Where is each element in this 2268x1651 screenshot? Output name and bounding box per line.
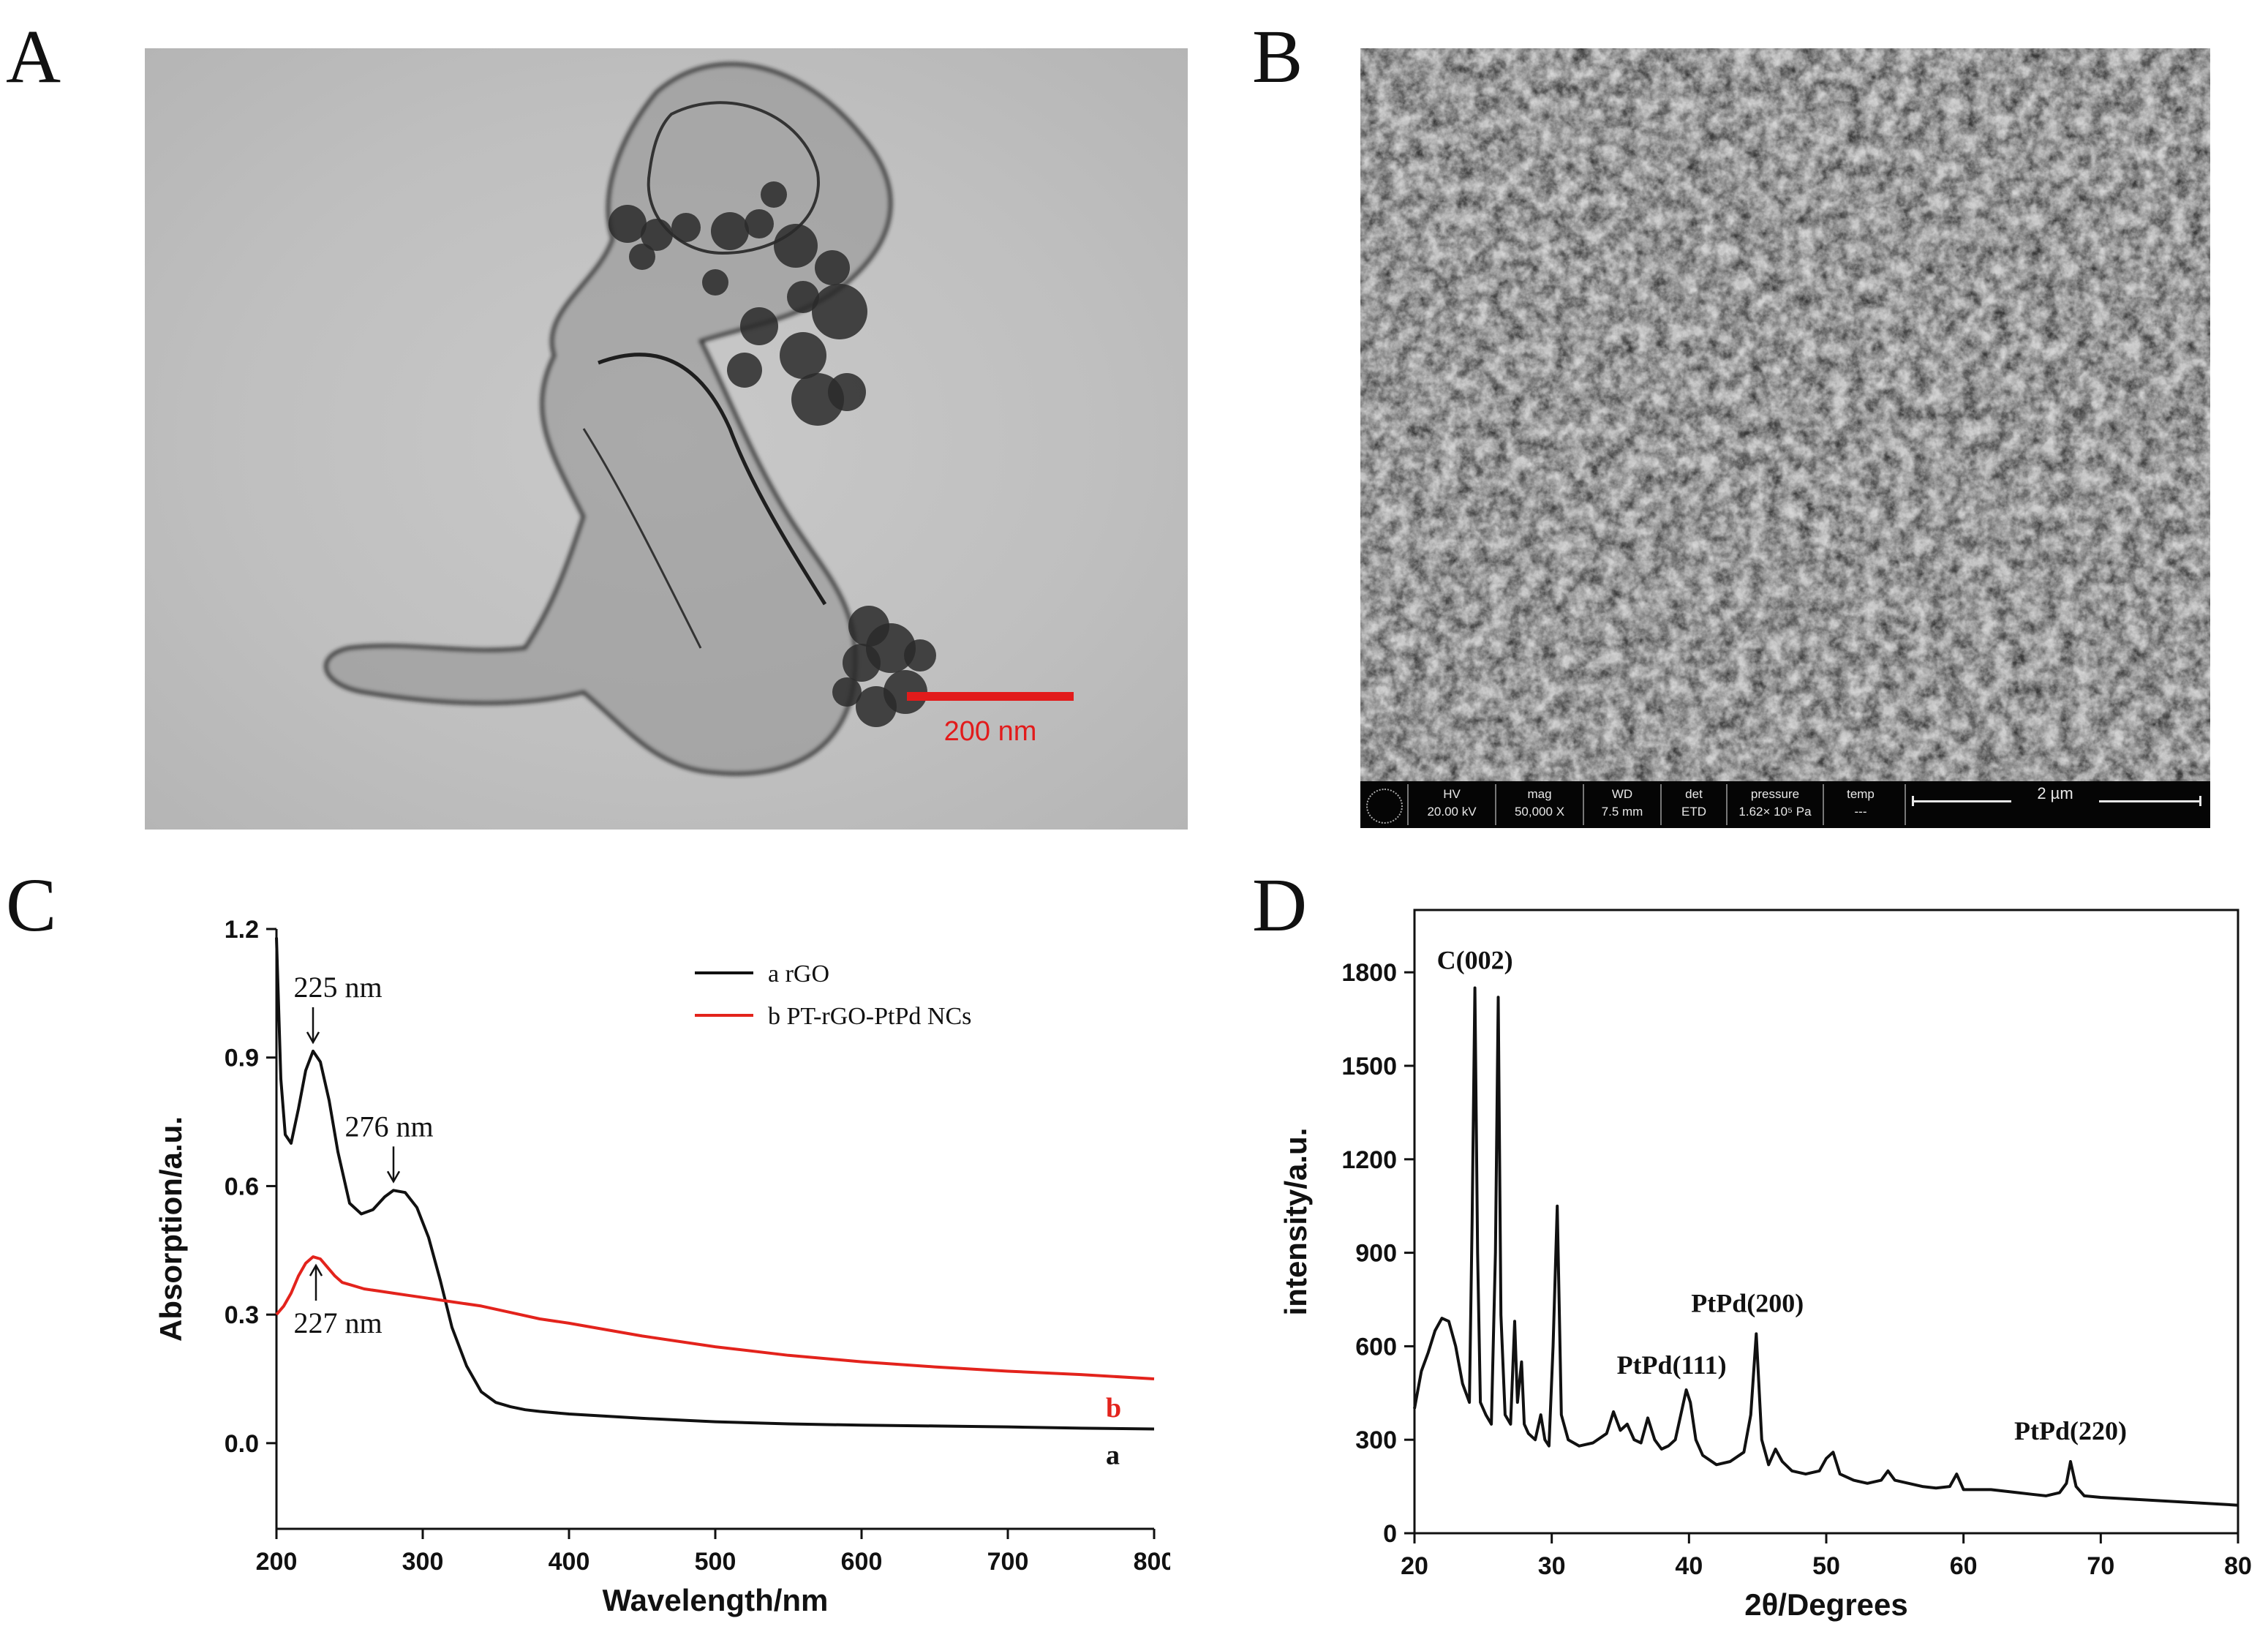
xrd-y-tick-label: 600 — [1355, 1333, 1397, 1361]
xrd-x-tick-label: 60 — [1950, 1552, 1978, 1580]
uv-y-tick-label: 0.3 — [225, 1301, 259, 1329]
uv-y-tick-label: 0.6 — [225, 1173, 259, 1200]
sem-temp: temp --- — [1847, 787, 1875, 819]
uv-y-tick-label: 0.0 — [225, 1430, 259, 1458]
uv-annotation-label: 276 nm — [344, 1110, 433, 1143]
uv-x-tick-label: 300 — [402, 1548, 444, 1576]
sem-det: det ETD — [1681, 787, 1706, 819]
tem-scale-bar-label: 200 nm — [944, 716, 1037, 747]
nanoparticle-clusters — [609, 181, 936, 727]
uv-x-tick-label: 500 — [695, 1548, 736, 1576]
sem-texture — [1360, 48, 2210, 781]
sem-pressure: pressure 1.62× 10⁵ Pa — [1738, 787, 1812, 819]
tem-sheet-drawing: 200 nm — [324, 62, 1074, 775]
tem-scale-bar — [907, 692, 1074, 701]
uv-series-line-0 — [275, 937, 1155, 1431]
xrd-y-axis-label: intensity/a.u. — [1278, 1128, 1313, 1316]
xrd-y-tick-label: 1200 — [1341, 1146, 1397, 1174]
xrd-peak-label: PtPd(200) — [1691, 1288, 1804, 1317]
xrd-peak-label: C(002) — [1437, 946, 1513, 975]
sem-micrograph: HV 20.00 kV mag 50,000 X WD 7.5 mm det ETD p… — [1360, 48, 2210, 828]
xrd-x-tick-label: 70 — [2087, 1552, 2114, 1580]
xrd-x-axis-label: 2θ/Degrees — [1744, 1587, 1908, 1622]
uv-series-end-label: b — [1106, 1393, 1121, 1424]
uv-legend-label: a rGO — [768, 960, 829, 988]
xrd-peak-label: PtPd(111) — [1617, 1350, 1727, 1380]
uv-x-tick-label: 200 — [256, 1548, 298, 1576]
uv-x-tick-label: 400 — [549, 1548, 590, 1576]
xrd-series-line-0 — [1413, 986, 2239, 1507]
sem-instrument-logo-icon — [1366, 789, 1403, 824]
uv-annotation-label: 227 nm — [293, 1306, 382, 1339]
uv-annotation-label: 225 nm — [293, 971, 382, 1004]
panel-letter-d: D — [1252, 863, 1308, 947]
xrd-x-tick-label: 80 — [2224, 1552, 2252, 1580]
sem-hv: HV 20.00 kV — [1427, 787, 1477, 819]
xrd-x-tick-label: 30 — [1538, 1552, 1566, 1580]
panel-letter-c: C — [6, 863, 57, 947]
xrd-y-tick-label: 900 — [1355, 1240, 1397, 1268]
xrd-x-tick-label: 50 — [1812, 1552, 1840, 1580]
uv-y-tick-label: 1.2 — [225, 916, 259, 944]
uv-x-tick-label: 800 — [1134, 1548, 1170, 1576]
tem-micrograph: 200 nm — [145, 48, 1188, 830]
uv-x-axis-label: Wavelength/nm — [603, 1583, 829, 1617]
xrd-x-tick-label: 20 — [1401, 1552, 1428, 1580]
uv-x-tick-label: 700 — [987, 1548, 1029, 1576]
sem-mag: mag 50,000 X — [1514, 787, 1565, 819]
xrd-y-tick-label: 1800 — [1341, 959, 1397, 987]
uv-y-axis-label: Absorption/a.u. — [154, 1116, 188, 1342]
uv-series-line-1 — [275, 1255, 1155, 1380]
xrd-y-tick-label: 1500 — [1341, 1053, 1397, 1080]
uv-annotation-arrowhead — [386, 1170, 401, 1184]
sem-wd: WD 7.5 mm — [1601, 787, 1643, 819]
xrd-y-tick-label: 300 — [1355, 1426, 1397, 1454]
sem-scale-bar-label: 2 µm — [2011, 784, 2099, 803]
xrd-x-tick-label: 40 — [1675, 1552, 1703, 1580]
xrd-y-tick-label: 0 — [1383, 1520, 1397, 1548]
uv-annotation-arrowhead — [309, 1263, 323, 1276]
uv-legend-label: b PT-rGO-PtPd NCs — [768, 1003, 971, 1030]
uv-x-tick-label: 600 — [841, 1548, 883, 1576]
uv-y-tick-label: 0.9 — [225, 1045, 259, 1072]
sem-info-bar: HV 20.00 kV mag 50,000 X WD 7.5 mm det ETD p… — [1360, 781, 2210, 828]
panel-letter-b: B — [1252, 15, 1303, 99]
xrd-peak-label: PtPd(220) — [2014, 1416, 2127, 1445]
uv-annotation-arrowhead — [306, 1031, 320, 1045]
uv-vis-chart: 200 300 400 500 600 700 800 0.0 0.3 0.6 0.9 1.2 Wave… — [154, 916, 1170, 1617]
uv-series-end-label: a — [1106, 1440, 1120, 1471]
xrd-chart: 20 30 40 50 60 70 80 0 300 600 900 1200 1500 1800 2θ/D… — [1278, 909, 2252, 1622]
panel-letter-a: A — [6, 15, 61, 99]
